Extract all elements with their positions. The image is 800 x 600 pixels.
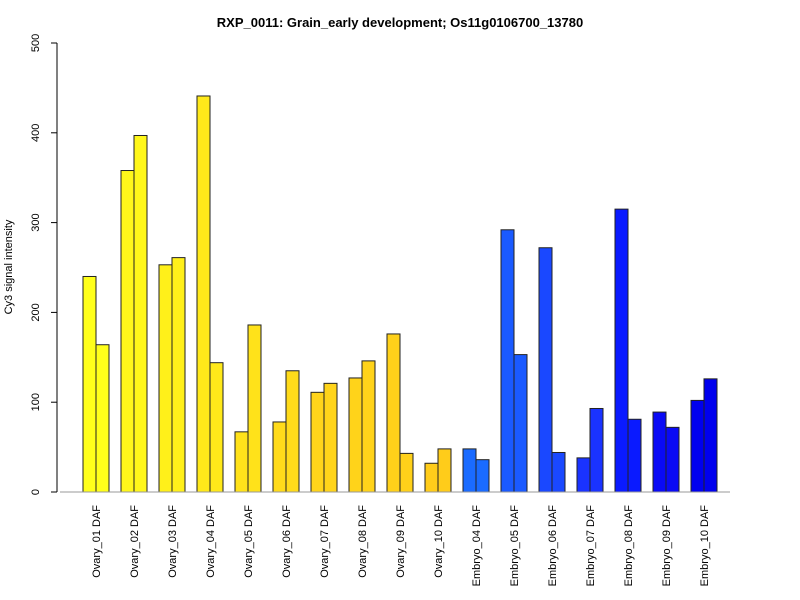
bar: [209, 362, 224, 493]
bar: [462, 448, 477, 493]
y-tick-label: 0: [30, 489, 42, 495]
x-tick-labels: Ovary_01 DAF Ovary_02 DAF Ovary_03 DAF Ovar…: [91, 505, 711, 587]
x-tick-label: Embryo_07 DAF: [585, 505, 597, 587]
y-tick-label: 400: [30, 124, 42, 142]
x-tick-label: Ovary_04 DAF: [205, 505, 217, 578]
bar: [361, 360, 376, 493]
bar: [196, 95, 211, 493]
bar: [234, 431, 249, 493]
bar: [171, 257, 186, 493]
x-tick-label: Embryo_08 DAF: [623, 505, 635, 587]
x-tick-label: Embryo_06 DAF: [547, 505, 559, 587]
bar: [424, 462, 439, 493]
bar: [665, 426, 680, 493]
x-tick-label: Embryo_05 DAF: [509, 505, 521, 587]
bar: [272, 421, 287, 493]
bar: [285, 370, 300, 493]
bar: [247, 324, 262, 493]
bar: [690, 399, 705, 493]
y-tick-label: 500: [30, 34, 42, 52]
x-tick-label: Ovary_06 DAF: [281, 505, 293, 578]
bar: [652, 411, 667, 493]
bar: [576, 457, 591, 493]
x-tick-label: Ovary_05 DAF: [243, 505, 255, 578]
y-axis-label: Cy3 signal intensity: [3, 219, 15, 314]
chart-title: RXP_0011: Grain_early development; Os11g…: [217, 15, 583, 30]
x-tick-label: Embryo_10 DAF: [699, 505, 711, 587]
x-tick-label: Ovary_10 DAF: [433, 505, 445, 578]
bar: [551, 451, 566, 493]
bar: [348, 377, 363, 493]
bar: [703, 378, 718, 493]
bar: [120, 170, 135, 493]
bar: [500, 229, 515, 493]
x-tick-label: Ovary_02 DAF: [129, 505, 141, 578]
bar: [437, 448, 452, 493]
x-tick-label: Ovary_07 DAF: [319, 505, 331, 578]
bar: [310, 391, 325, 493]
bar: [386, 333, 401, 493]
bar: [627, 418, 642, 493]
y-axis: 0 100 200 300 400 500: [30, 34, 58, 495]
x-tick-label: Embryo_09 DAF: [661, 505, 673, 587]
bar: [513, 354, 528, 493]
y-tick-label: 200: [30, 303, 42, 321]
bar: [538, 247, 553, 493]
y-tick-label: 300: [30, 213, 42, 231]
x-tick-label: Embryo_04 DAF: [471, 505, 483, 587]
bar: [133, 134, 148, 493]
bar: [82, 275, 97, 493]
bar: [614, 208, 629, 493]
x-tick-label: Ovary_09 DAF: [395, 505, 407, 578]
bar: [475, 459, 490, 493]
bar: [589, 407, 604, 493]
y-tick-label: 100: [30, 393, 42, 411]
bar: [95, 344, 110, 493]
x-tick-label: Ovary_08 DAF: [357, 505, 369, 578]
x-tick-label: Ovary_01 DAF: [91, 505, 103, 578]
bars: [82, 95, 718, 493]
x-tick-label: Ovary_03 DAF: [167, 505, 179, 578]
bar: [399, 452, 414, 493]
bar: [323, 382, 338, 493]
bar: [158, 264, 173, 493]
